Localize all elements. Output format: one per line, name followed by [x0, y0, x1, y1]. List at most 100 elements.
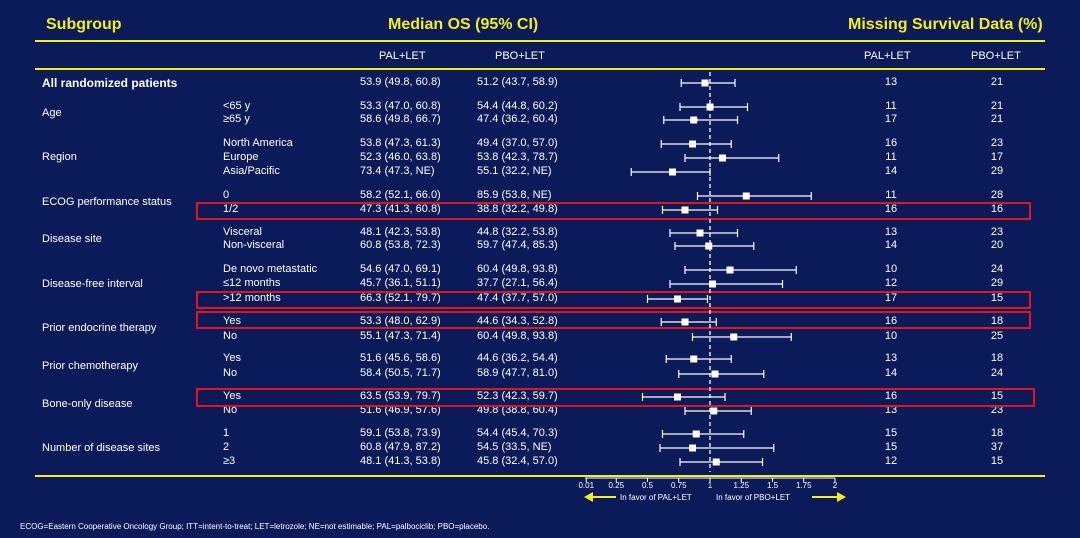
x-tick-label: 1.75	[796, 481, 812, 490]
top-rule	[35, 40, 1045, 42]
group-label: ECOG performance status	[42, 196, 172, 208]
row-missing-pal: 13	[884, 352, 898, 364]
row-pbo-os: 44.6 (36.2, 54.4)	[477, 352, 558, 364]
row-subgroup-label: 0	[223, 189, 230, 201]
row-missing-pal: 11	[885, 100, 897, 112]
row-missing-pbo: 24	[990, 367, 1004, 379]
bottom-rule	[35, 475, 1045, 477]
group-label: All randomized patients	[42, 76, 178, 90]
row-pal-os: 48.1 (41.3, 53.8)	[360, 455, 441, 467]
hazard-ratio-point	[674, 295, 681, 303]
row-subgroup-label: No	[223, 404, 238, 416]
hazard-ratio-point	[696, 229, 704, 237]
row-pal-os: 54.6 (47.0, 69.1)	[360, 263, 441, 275]
row-missing-pal: 16	[884, 137, 898, 149]
hazard-ratio-point	[690, 116, 698, 124]
row-pal-os: 51.6 (45.6, 58.6)	[360, 352, 441, 364]
row-pbo-os: 59.7 (47.4, 85.3)	[477, 239, 558, 251]
row-subgroup-label: Yes	[223, 390, 241, 402]
row-subgroup-label: ≥3	[223, 455, 236, 467]
row-subgroup-label: <65 y	[223, 100, 251, 112]
row-subgroup-label: Visceral	[223, 226, 262, 238]
row-pal-os: 58.4 (50.5, 71.7)	[360, 367, 441, 379]
highlight-bone-only-yes	[196, 388, 1035, 407]
row-missing-pbo: 16	[990, 203, 1004, 215]
row-subgroup-label: 1	[223, 427, 230, 439]
row-pal-os: 52.3 (46.0, 63.8)	[360, 151, 441, 163]
row-missing-pal: 10	[884, 330, 898, 342]
row-missing-pal: 15	[884, 441, 898, 453]
row-missing-pal: 14	[884, 165, 898, 177]
row-subgroup-label: ≤12 months	[223, 277, 281, 289]
row-pal-os: 63.5 (53.9, 79.7)	[360, 390, 441, 402]
row-pbo-os: 49.8 (38.8, 60.4)	[477, 404, 558, 416]
row-pbo-os: 85.9 (53.8, NE)	[477, 189, 552, 201]
row-subgroup-label: North America	[223, 137, 293, 149]
row-missing-pbo: 20	[990, 239, 1004, 251]
row-missing-pbo: 29	[990, 277, 1004, 289]
row-missing-pal: 12	[884, 277, 898, 289]
row-subgroup-label: 2	[223, 441, 230, 453]
group-label: Age	[42, 107, 62, 119]
hazard-ratio-point	[712, 458, 720, 466]
highlight-endocrine-yes	[196, 311, 1031, 329]
highlight-dfi-gt12	[196, 291, 1031, 309]
row-pal-os: 53.9 (49.8, 60.8)	[360, 76, 441, 88]
row-pal-os: 60.8 (53.8, 72.3)	[360, 239, 441, 251]
hazard-ratio-point	[692, 430, 700, 438]
hazard-ratio-point	[711, 370, 719, 378]
x-tick-label: 1.5	[767, 481, 779, 490]
row-pbo-os: 55.1 (32.2, NE)	[477, 165, 552, 177]
row-pal-os: 45.7 (36.1, 51.1)	[360, 277, 441, 289]
row-pal-os: 73.4 (47.3, NE)	[360, 165, 435, 177]
group-label: Number of disease sites	[42, 442, 160, 454]
group-label: Prior chemotherapy	[42, 360, 138, 372]
footnote: ECOG=Eastern Cooperative Oncology Group;…	[20, 522, 490, 531]
x-tick-label: 0.25	[608, 481, 624, 490]
row-missing-pbo: 17	[990, 151, 1004, 163]
row-subgroup-label: >12 months	[223, 292, 281, 304]
row-missing-pal: 13	[884, 76, 898, 88]
row-pbo-os: 47.4 (36.2, 60.4)	[477, 113, 558, 125]
row-missing-pal: 16	[884, 203, 898, 215]
row-pbo-os: 47.4 (37.7, 57.0)	[477, 292, 558, 304]
subgroup-header: Subgroup	[46, 16, 122, 33]
row-pal-os: 60.8 (47.9, 87.2)	[360, 441, 441, 453]
row-pbo-os: 60.4 (49.8, 93.8)	[477, 263, 558, 275]
group-label: Bone-only disease	[42, 398, 133, 410]
x-tick-label: 0.75	[671, 481, 687, 490]
row-missing-pal: 11	[885, 189, 897, 201]
row-missing-pal: 10	[884, 263, 898, 275]
col-pal-let: PAL+LET	[379, 50, 426, 62]
row-missing-pal: 14	[884, 367, 898, 379]
row-pbo-os: 44.8 (32.2, 53.8)	[477, 226, 558, 238]
row-missing-pbo: 21	[990, 113, 1004, 125]
row-pal-os: 48.1 (42.3, 53.8)	[360, 226, 441, 238]
row-missing-pal: 12	[884, 455, 898, 467]
row-missing-pal: 16	[884, 315, 898, 327]
row-missing-pal: 17	[884, 113, 898, 125]
row-pbo-os: 53.8 (42.3, 78.7)	[477, 151, 558, 163]
group-label: Disease site	[42, 233, 102, 245]
row-subgroup-label: De novo metastatic	[223, 263, 318, 275]
row-pbo-os: 38.8 (32.2, 49.8)	[477, 203, 558, 215]
col-pbo-let: PBO+LET	[495, 50, 545, 62]
row-missing-pbo: 18	[990, 315, 1004, 327]
hazard-ratio-point	[689, 140, 696, 148]
x-tick-label: 2	[833, 481, 838, 490]
row-pbo-os: 45.8 (32.4, 57.0)	[477, 455, 558, 467]
row-missing-pbo: 37	[990, 441, 1004, 453]
row-missing-pal: 14	[884, 239, 898, 251]
row-missing-pbo: 15	[990, 455, 1004, 467]
median-os-header: Median OS (95% CI)	[388, 16, 539, 33]
row-subgroup-label: Europe	[223, 151, 259, 163]
col-missing-pal: PAL+LET	[864, 50, 911, 62]
row-pal-os: 47.3 (41.3, 60.8)	[360, 203, 441, 215]
row-pbo-os: 37.7 (27.1, 56.4)	[477, 277, 558, 289]
group-label: Prior endocrine therapy	[42, 322, 157, 334]
row-pal-os: 58.2 (52.1, 66.0)	[360, 189, 441, 201]
row-missing-pal: 16	[884, 390, 898, 402]
row-missing-pal: 13	[884, 226, 898, 238]
hazard-ratio-point	[669, 168, 676, 176]
row-missing-pbo: 23	[990, 137, 1004, 149]
